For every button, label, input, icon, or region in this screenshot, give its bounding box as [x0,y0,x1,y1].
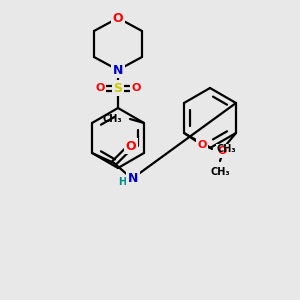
Text: O: O [113,11,123,25]
Text: O: O [217,146,227,156]
Text: O: O [126,140,136,152]
Text: S: S [113,82,122,94]
Text: N: N [113,64,123,76]
Text: H: H [118,177,126,187]
Text: O: O [197,140,207,150]
Text: O: O [95,83,105,93]
Text: N: N [128,172,138,184]
Text: CH₃: CH₃ [216,144,236,154]
Text: CH₃: CH₃ [210,167,230,177]
Text: O: O [131,83,141,93]
Text: CH₃: CH₃ [102,114,122,124]
